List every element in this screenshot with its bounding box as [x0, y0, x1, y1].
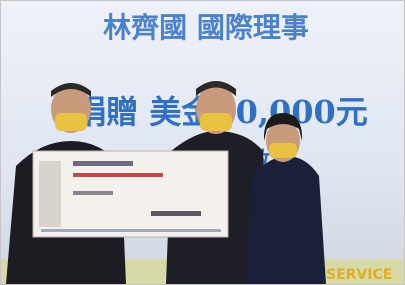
check-stub — [39, 161, 61, 227]
photo: 林齊國 國際理事 捐贈 美金00,000元 數) 1 基數 SERVICE — [0, 0, 405, 285]
check-line — [151, 211, 201, 216]
footer-text: SERVICE — [326, 267, 392, 283]
check-line — [73, 191, 113, 195]
mask — [200, 113, 232, 131]
mask — [55, 113, 87, 131]
scene: 林齊國 國際理事 捐贈 美金00,000元 數) 1 基數 SERVICE — [1, 1, 404, 284]
check-line — [73, 161, 133, 166]
check-line — [73, 173, 163, 177]
check-line — [41, 229, 221, 232]
person-right — [246, 156, 326, 284]
banner-title: 林齊國 國際理事 — [103, 11, 309, 44]
mask — [269, 143, 297, 158]
